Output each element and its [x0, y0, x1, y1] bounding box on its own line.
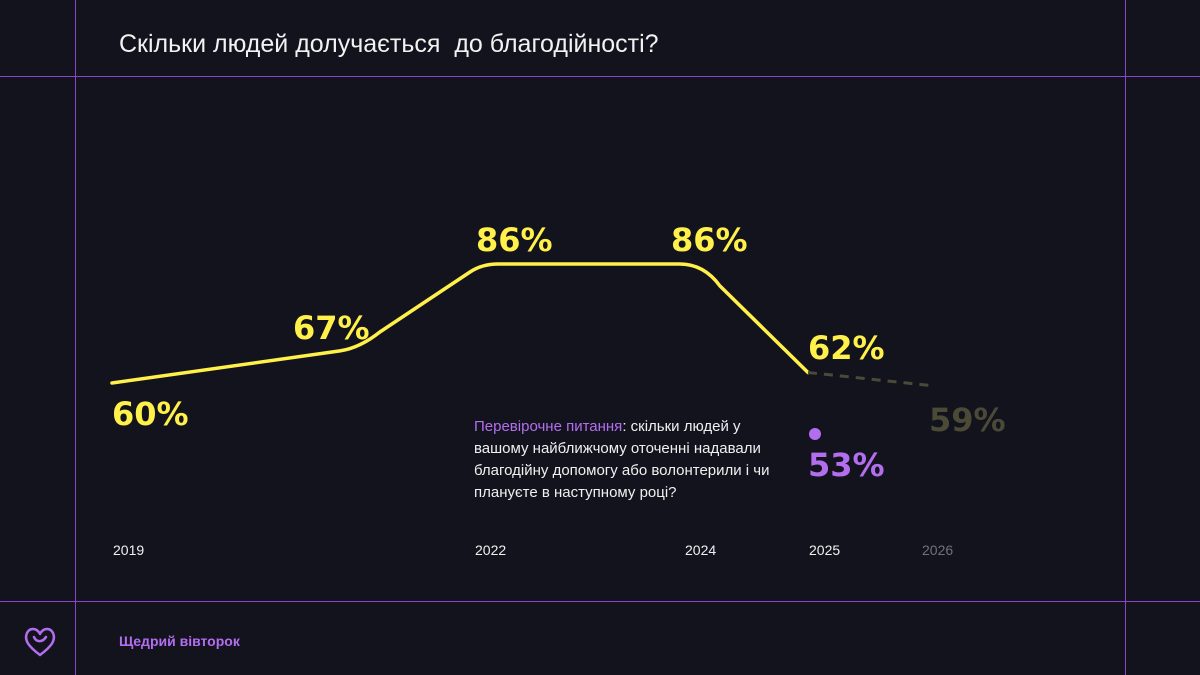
check-question-body: : скільки людей у вашому найближчому ото…	[474, 418, 770, 501]
page-title: Скільки людей долучається до благодійнос…	[119, 30, 659, 58]
x-tick-2022: 2022	[475, 542, 506, 558]
frame-right-line	[1125, 0, 1126, 675]
x-tick-2025: 2025	[809, 542, 840, 558]
check-question-lead: Перевірочне питання	[474, 418, 623, 435]
frame-left-line	[75, 0, 76, 675]
data-label-2022: 86%	[476, 221, 553, 259]
data-label-2026-forecast: 59%	[929, 401, 1006, 439]
heart-logo-icon	[24, 627, 56, 657]
x-tick-2026: 2026	[922, 542, 953, 558]
check-question-text: Перевірочне питання: скільки людей у ваш…	[474, 416, 774, 504]
data-label-2024: 86%	[671, 221, 748, 259]
footer-brand: Щедрий вівторок	[119, 633, 240, 649]
actual-series-line	[110, 262, 810, 385]
data-label-2019: 60%	[112, 395, 189, 433]
check-question-dot	[809, 428, 821, 440]
data-label-2020: 67%	[293, 309, 370, 347]
frame-bottom-line	[0, 601, 1200, 602]
forecast-series-line	[807, 370, 936, 388]
x-tick-2024: 2024	[685, 542, 716, 558]
data-label-2025: 62%	[808, 329, 885, 367]
x-tick-2019: 2019	[113, 542, 144, 558]
data-label-check-question: 53%	[808, 446, 885, 484]
frame-top-line	[0, 76, 1200, 77]
